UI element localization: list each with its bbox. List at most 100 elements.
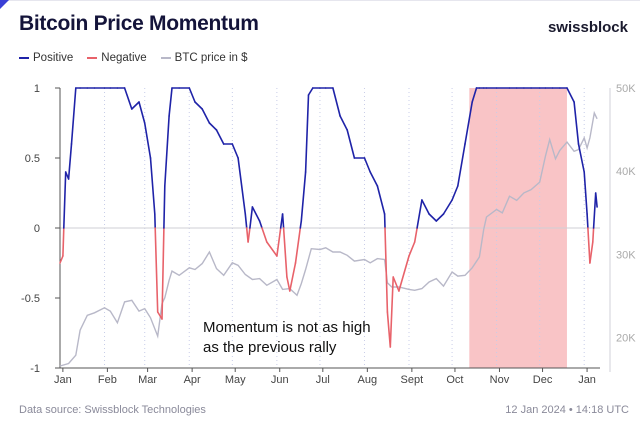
brand-logo: swissblock — [547, 19, 628, 36]
top-divider — [0, 0, 640, 1]
momentum-positive-segment — [194, 101, 203, 110]
momentum-positive-segment — [416, 199, 423, 229]
momentum-negative-segment — [591, 227, 595, 243]
momentum-positive-segment — [70, 87, 77, 145]
legend-label-negative: Negative — [101, 52, 147, 64]
x-tick-label: Jun — [271, 374, 289, 386]
momentum-positive-segment — [369, 171, 379, 187]
momentum-negative-segment — [282, 227, 288, 278]
momentum-positive-segment — [435, 213, 445, 222]
momentum-positive-segment — [304, 94, 310, 173]
momentum-negative-segment — [398, 255, 410, 292]
momentum-negative-segment — [62, 227, 65, 257]
x-tick-label: Apr — [184, 374, 201, 386]
momentum-positive-segment — [164, 115, 170, 187]
momentum-positive-segment — [566, 87, 575, 103]
legend-swatch-positive — [19, 57, 29, 59]
legend-item-btc-price: BTC price in $ — [160, 52, 248, 64]
legend-label-btc-price: BTC price in $ — [174, 52, 248, 64]
momentum-positive-segment — [163, 185, 166, 229]
momentum-positive-segment — [428, 213, 438, 222]
momentum-positive-segment — [594, 192, 598, 208]
timestamp: 12 Jan 2024 • 14:18 UTC — [505, 404, 629, 416]
momentum-positive-segment — [464, 101, 474, 145]
y-tick-label: 0 — [34, 223, 40, 235]
x-tick-label: Sept — [401, 374, 424, 386]
momentum-chart: 1 0.5 0 -0.5 -1 50K 40K 30K 20K Jan Feb Mar Apr May Ju… — [21, 83, 636, 386]
momentum-negative-segment — [261, 227, 268, 243]
momentum-positive-segment — [168, 87, 173, 117]
y2-tick-label: 50K — [616, 83, 636, 95]
momentum-positive-segment — [281, 213, 285, 229]
momentum-positive-segment — [123, 87, 133, 110]
legend-swatch-negative — [87, 57, 98, 59]
x-tick-label: Feb — [98, 374, 117, 386]
momentum-negative-segment — [154, 227, 159, 313]
x-tick-label: Nov — [490, 374, 510, 386]
btc-price-line — [59, 110, 598, 367]
momentum-positive-segment — [363, 157, 372, 173]
momentum-negative-segment — [392, 276, 400, 292]
momentum-positive-segment — [307, 87, 314, 96]
momentum-positive-segment — [586, 213, 589, 229]
x-tick-label: Jan — [578, 374, 596, 386]
legend-swatch-btc-price — [160, 57, 171, 59]
momentum-positive-segment — [251, 206, 261, 222]
y-tick-label: 0.5 — [25, 153, 40, 165]
legend-item-positive: Positive — [19, 52, 73, 64]
momentum-positive-segment — [231, 143, 239, 159]
x-tick-label: May — [225, 374, 246, 386]
y2-tick-label: 20K — [616, 333, 636, 345]
momentum-positive-segment — [451, 185, 459, 201]
momentum-negative-segment — [389, 276, 395, 348]
momentum-negative-segment — [59, 255, 64, 264]
momentum-positive-segment — [592, 192, 597, 229]
annotation-line-1: Momentum is not as high — [203, 319, 371, 336]
y-tick-label: -1 — [30, 363, 40, 375]
momentum-positive-segment — [237, 157, 247, 215]
momentum-negative-segment — [413, 227, 418, 243]
momentum-positive-segment — [208, 122, 218, 131]
y-tick-label: -0.5 — [21, 293, 40, 305]
y2-tick-label: 30K — [616, 249, 636, 261]
annotation-line-2: as the previous rally — [203, 339, 337, 356]
momentum-positive-segment — [442, 199, 453, 215]
momentum-positive-segment — [583, 171, 588, 215]
momentum-positive-segment — [456, 143, 466, 187]
momentum-positive-segment — [376, 185, 386, 215]
momentum-negative-segment — [161, 227, 165, 320]
momentum-positive-segment — [577, 143, 586, 173]
momentum-positive-segment — [346, 129, 356, 159]
y-tick-label: 1 — [34, 83, 40, 95]
corner-accent — [0, 0, 9, 9]
momentum-negative-segment — [265, 241, 278, 257]
momentum-negative-segment — [384, 227, 389, 313]
data-source: Data source: Swissblock Technologies — [19, 404, 206, 416]
momentum-positive-segment — [131, 101, 140, 110]
momentum-negative-segment — [247, 227, 251, 243]
legend-item-negative: Negative — [87, 52, 147, 64]
x-tick-label: Oct — [446, 374, 463, 386]
momentum-positive-segment — [573, 101, 580, 145]
momentum-positive-segment — [188, 87, 196, 103]
momentum-positive-segment — [143, 122, 152, 159]
x-tick-label: Jan — [54, 374, 72, 386]
page-title: Bitcoin Price Momentum — [19, 12, 259, 35]
momentum-positive-segment — [244, 213, 248, 229]
y2-tick-label: 40K — [616, 166, 636, 178]
momentum-positive-segment — [471, 87, 478, 103]
momentum-positive-segment — [201, 108, 211, 124]
momentum-positive-segment — [300, 171, 307, 222]
momentum-negative-segment — [294, 227, 302, 264]
momentum-positive-segment — [258, 220, 263, 229]
momentum-positive-segment — [299, 220, 303, 229]
x-tick-label: Aug — [358, 374, 378, 386]
momentum-positive-segment — [339, 115, 349, 131]
x-tick-label: Mar — [138, 374, 157, 386]
momentum-positive-segment — [149, 157, 156, 215]
momentum-positive-segment — [421, 199, 430, 215]
momentum-negative-segment — [589, 241, 594, 264]
momentum-positive-segment — [249, 206, 254, 229]
momentum-positive-segment — [67, 143, 73, 180]
momentum-negative-segment — [288, 262, 297, 292]
